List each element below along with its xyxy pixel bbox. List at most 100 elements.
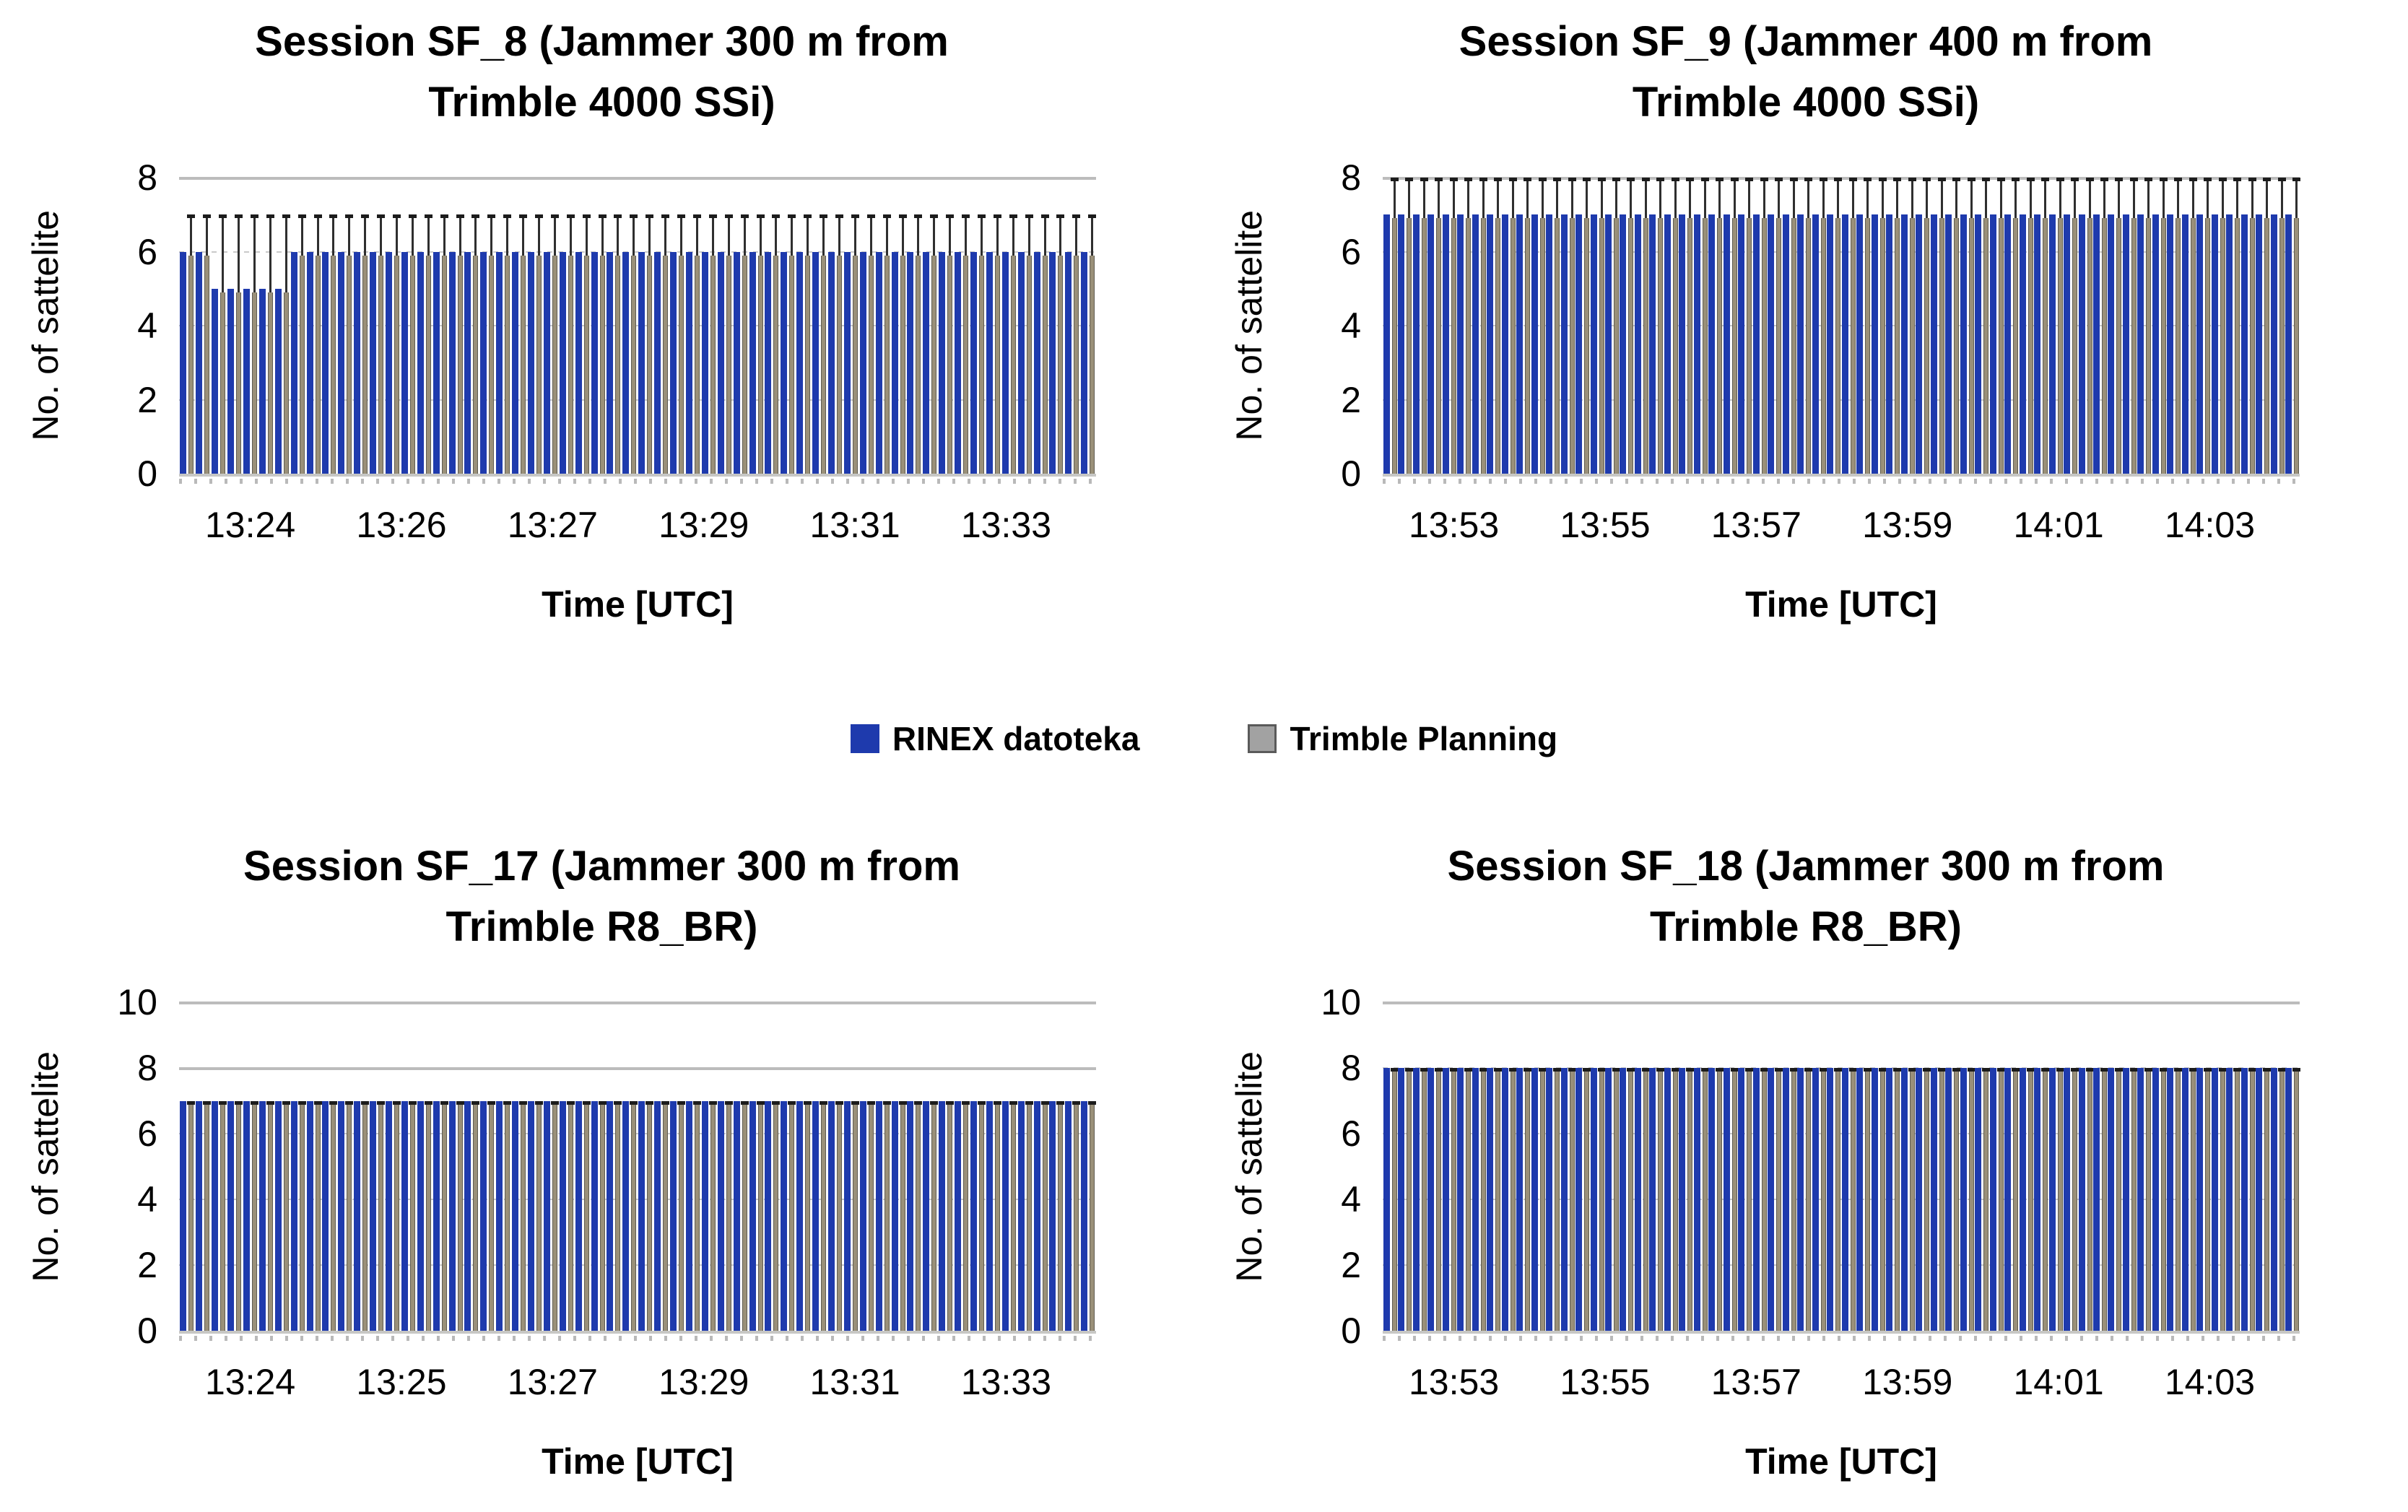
bar-planning (1789, 178, 1798, 474)
bar-planning-cap (345, 1100, 354, 1105)
bar-rinex (1442, 214, 1449, 474)
bar-planning-upper-segment (1556, 181, 1559, 219)
x-tick: 13:25 (356, 1362, 447, 1403)
bar-planning-lower-segment (552, 255, 557, 474)
bar-planning-cap (1656, 178, 1665, 182)
bar-pair (812, 1002, 828, 1331)
bar-pair (2256, 178, 2272, 474)
bar-planning-lower-segment (1820, 1072, 1826, 1331)
bar-rinex (480, 251, 487, 474)
bar-pair (1782, 178, 1798, 474)
bar-rinex (970, 1100, 977, 1331)
bar-planning-lower-segment (2249, 218, 2255, 474)
chart-title-line1: Session SF_18 (Jammer 300 m from (1447, 843, 2165, 890)
bar-planning-cap (1908, 178, 1916, 182)
bar-planning-cap (1553, 1068, 1562, 1072)
bar-planning-cap (203, 214, 212, 219)
bar-planning-lower-segment (2146, 218, 2152, 474)
bar-pair (1649, 178, 1665, 474)
bar-planning-upper-segment (759, 218, 762, 256)
bar-planning-upper-segment (1807, 181, 1810, 219)
bar-pair (1397, 1002, 1414, 1331)
bar-pair (1531, 1002, 1547, 1331)
bar-pair (1752, 1002, 1768, 1331)
bar-planning (1524, 1068, 1532, 1331)
bar-planning-upper-segment (1881, 181, 1884, 219)
bar-planning-upper-segment (2074, 181, 2077, 219)
bar-pair (1516, 1002, 1532, 1331)
bar-rinex (1049, 251, 1056, 474)
bar-rinex (1856, 1068, 1864, 1331)
bar-planning-lower-segment (916, 1104, 921, 1331)
chart-body: No. of sattelite 10 8 6 4 2 0 13:24 (0, 982, 1204, 1482)
bar-planning (2012, 178, 2020, 474)
bar-planning-lower-segment (1090, 255, 1095, 474)
bar-planning-upper-segment (2295, 181, 2298, 219)
bar-planning-upper-segment (364, 218, 367, 256)
bar-rinex (2285, 214, 2292, 474)
y-axis-label-box: No. of sattelite (1224, 1002, 1274, 1331)
bar-planning-upper-segment (1911, 181, 1913, 219)
bar-planning-cap (313, 214, 322, 219)
bar-planning-lower-segment (1391, 1072, 1397, 1331)
bar-rinex (180, 251, 187, 474)
bar-rinex (1590, 1068, 1597, 1331)
bar-planning-upper-segment (680, 218, 683, 256)
chart-title-line1: Session SF_17 (Jammer 300 m from (243, 843, 960, 890)
chart-body: No. of sattelite 10 8 6 4 2 0 13:53 (1204, 982, 2408, 1482)
bar-pair (1960, 1002, 1975, 1331)
bar-planning-cap (1893, 1068, 1902, 1072)
bar-rinex (322, 251, 329, 474)
bar-rinex (2167, 214, 2174, 474)
bar-pair (2270, 1002, 2286, 1331)
bar-rinex (1723, 214, 1730, 474)
bar-planning (1716, 1068, 1724, 1331)
bar-planning (1878, 178, 1887, 474)
bar-rinex (701, 251, 708, 474)
bar-planning-cap (1553, 178, 1562, 182)
bar-planning (1686, 178, 1695, 474)
bar-planning (519, 214, 528, 474)
bar-planning-cap (1775, 1068, 1783, 1072)
bar-planning (2129, 178, 2138, 474)
bar-planning-cap (772, 214, 781, 219)
bar-planning-upper-segment (396, 218, 399, 256)
bar-rinex (433, 1100, 440, 1331)
bar-planning-lower-segment (552, 1104, 557, 1331)
bar-planning (251, 1100, 258, 1331)
bar-rinex (1634, 1068, 1641, 1331)
bar-rinex (2137, 214, 2144, 474)
bar-planning-lower-segment (2116, 1072, 2122, 1331)
bar-planning (1908, 178, 1916, 474)
bar-planning-lower-segment (2190, 218, 2196, 474)
bar-planning-cap (377, 214, 386, 219)
bar-planning-lower-segment (916, 255, 921, 474)
bar-rinex (717, 1100, 724, 1331)
bar-planning-cap (851, 1100, 859, 1105)
bar-rinex (796, 1100, 804, 1331)
bar-planning-upper-segment (965, 218, 968, 256)
bar-planning-cap (1641, 178, 1650, 182)
bar-planning-lower-segment (441, 1104, 447, 1331)
bar-pair (1871, 1002, 1887, 1331)
bar-planning-cap (550, 1100, 559, 1105)
bar-planning (1524, 178, 1532, 474)
bar-planning-lower-segment (694, 255, 700, 474)
bar-pair (385, 178, 401, 474)
bar-pair (2240, 1002, 2256, 1331)
bar-planning-lower-segment (947, 1104, 953, 1331)
bar-planning (598, 1100, 607, 1331)
bar-rinex (1081, 1100, 1088, 1331)
bars (179, 1002, 1097, 1331)
bar-planning (1641, 178, 1650, 474)
bar-rinex (1768, 214, 1775, 474)
bar-planning (1952, 1068, 1961, 1331)
bar-planning (1479, 1068, 1487, 1331)
bar-pair (2167, 1002, 2183, 1331)
bar-planning (1671, 1068, 1679, 1331)
bar-planning-cap (914, 214, 923, 219)
bar-pair (258, 1002, 274, 1331)
bar-planning-lower-segment (1865, 218, 1871, 474)
bar-planning-upper-segment (727, 218, 730, 256)
bar-rinex (1989, 214, 1996, 474)
